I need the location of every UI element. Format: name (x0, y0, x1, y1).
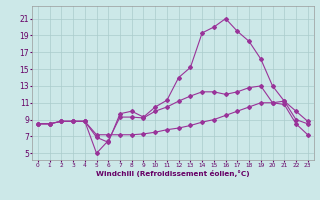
X-axis label: Windchill (Refroidissement éolien,°C): Windchill (Refroidissement éolien,°C) (96, 170, 250, 177)
